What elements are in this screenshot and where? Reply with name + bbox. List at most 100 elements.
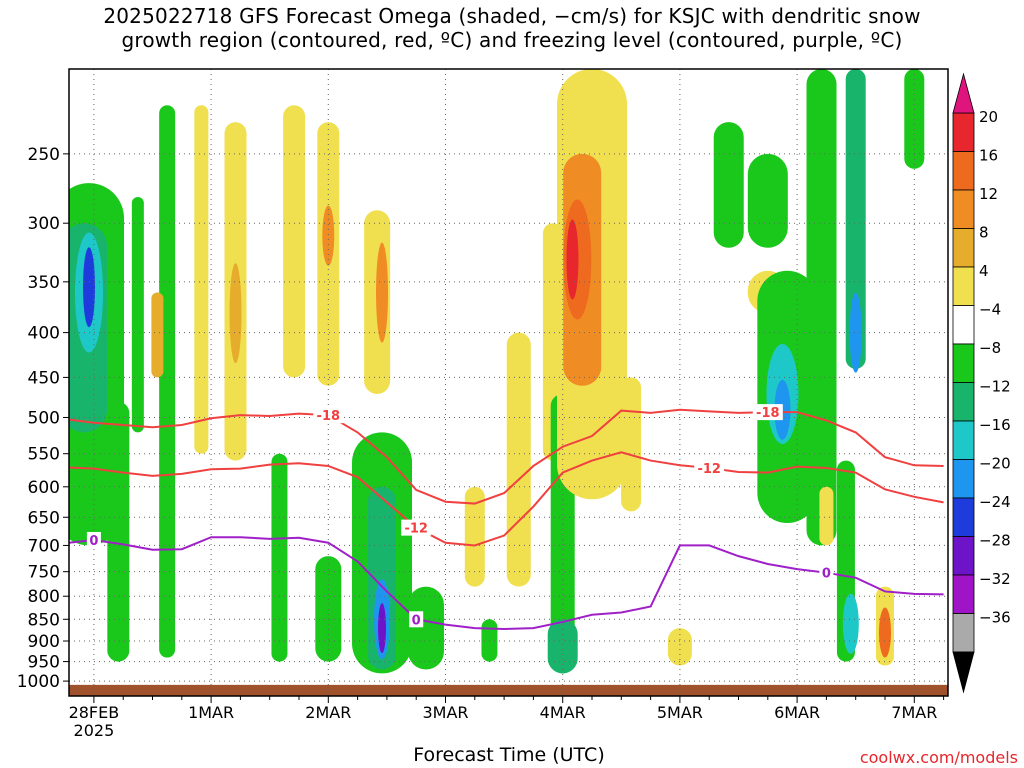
y-tick-label: 650 [28,508,60,528]
omega-band [407,586,444,670]
colorbar-label: 12 [979,185,998,203]
colorbar-swatch [952,536,975,576]
colorbar-label: −16 [979,416,1011,434]
colorbar-swatch [952,497,975,537]
colorbar-label: −28 [979,532,1011,550]
omega-band [315,556,342,662]
omega-band [621,377,642,512]
omega-band [194,105,209,454]
y-tick-label: 550 [28,445,60,465]
x-tick-label: 6MAR [774,703,820,722]
omega-blob [849,292,862,373]
omega-blob [229,263,242,364]
omega-band [506,332,531,587]
y-tick-label: 450 [28,368,60,388]
omega-band [747,153,788,248]
omega-band [481,619,498,662]
colorbar-label: −8 [979,339,1001,357]
omega-band [806,69,837,546]
plot-frame [68,68,949,697]
contour-minus12-label: -12 [697,462,721,477]
colorbar-label: 8 [979,224,989,242]
contour-minus18-label: -18 [756,406,780,421]
chart-title-line2: growth region (contoured, red, ºC) and f… [121,28,903,52]
colorbar-bottom-arrow [952,651,975,694]
colorbar-label: 20 [979,108,998,126]
chart-title-line1: 2025022718 GFS Forecast Omega (shaded, −… [103,4,921,28]
omega-band [904,69,925,169]
x-tick-label: 3MAR [422,703,468,722]
contour-minus12 [69,451,944,547]
contour-minus18-label-bg [752,404,783,421]
y-tick-label: 950 [28,653,60,673]
contour-minus12-label: -12 [404,522,428,537]
colorbar-swatch [952,228,975,268]
contour-freezing-level-label-bg [86,531,101,548]
contour-layer: -12 -12 -18 -18 0 0 0 [69,404,944,630]
colorbar-swatch [952,112,975,152]
x-tick-label: 28FEB 2025 [69,703,120,740]
y-tick-label: 300 [28,214,60,234]
omega-band [283,105,306,378]
colorbar-swatch [952,382,975,422]
x-tick-label: 4MAR [540,703,586,722]
omega-band [107,401,130,662]
omega-band [131,196,144,433]
omega-descent-7mar [879,607,891,658]
x-tick-label: 2MAR [305,703,351,722]
colorbar-swatch [952,613,975,653]
omega-blob [376,242,389,343]
omega-descent-4mar-peak [566,219,579,300]
colorbar-label: −36 [979,609,1011,627]
contour-freezing-level-label-bg [819,564,834,581]
colorbar-swatch [952,305,975,345]
contour-minus18 [69,408,944,505]
x-tick-label: 5MAR [657,703,703,722]
colorbar-swatch [952,189,975,229]
y-tick-label: 800 [28,587,60,607]
omega-band [845,69,866,369]
colorbar-swatch [952,343,975,383]
omega-band [159,105,176,658]
credit-text: coolwx.com/models [859,748,1018,767]
colorbar-label: 4 [979,262,989,280]
omega-band [713,122,744,248]
omega-blob [842,593,859,654]
omega-band [271,453,288,662]
colorbar-label: −24 [979,493,1011,511]
chart-title: 2025022718 GFS Forecast Omega (shaded, −… [0,4,1024,52]
axes: 2503003504004505005506006507007508008509… [17,68,949,740]
contour-freezing-level-label: 0 [822,567,831,582]
ground-shading [69,684,948,696]
omega-band [819,486,834,546]
colorbar-swatch [952,574,975,614]
omega-band [464,486,485,587]
y-tick-label: 600 [28,478,60,498]
contour-minus18-label-bg [313,407,344,424]
omega-band [151,292,164,378]
y-tick-label: 350 [28,273,60,293]
omega-blob [322,205,335,266]
x-tick-label: 7MAR [891,703,937,722]
contour-minus12-label-bg [694,459,725,476]
colorbar-swatch [952,459,975,499]
contour-freezing-level-label: 0 [412,613,421,628]
y-tick-label: 900 [28,632,60,652]
contour-freezing-level [69,536,944,630]
omega-band [547,619,578,674]
y-tick-label: 400 [28,324,60,344]
y-tick-label: 750 [28,563,60,583]
colorbar-swatch [952,151,975,191]
x-axis-label: Forecast Time (UTC) [413,744,605,766]
colorbar-label: −20 [979,455,1011,473]
colorbar-swatch [952,420,975,460]
y-tick-label: 250 [28,145,60,165]
contour-minus18-label: -18 [317,409,341,424]
contour-freezing-level-label-bg [409,611,424,628]
contour-minus12-label-bg [401,519,432,536]
colorbar: 20 16 12 8 4 −4 −8 −12 −16 −20 −24 −28 −32 −36 [952,72,1011,694]
y-tick-label: 500 [28,408,60,428]
x-tick-label: 1MAR [188,703,234,722]
omega-ascent-28feb-peak [83,247,96,328]
